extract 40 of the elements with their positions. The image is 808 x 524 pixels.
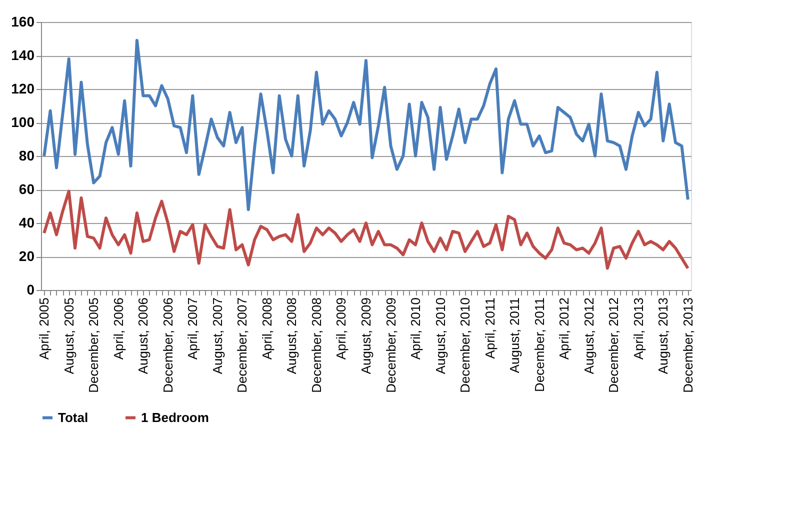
y-tick-label: 60 [18,181,35,197]
y-tick-label: 80 [18,148,35,164]
x-tick-label: December, 2012 [606,298,622,393]
x-tick-label: August, 2010 [432,298,448,374]
x-tick-label: August, 2012 [581,298,596,374]
line-series [42,38,690,212]
x-tick-label: April, 2007 [185,298,200,360]
x-tick-label: December, 2013 [680,298,696,393]
x-tick-label: August, 2007 [210,298,225,374]
x-tick-label: August, 2006 [136,298,151,374]
x-tick-label: December, 2011 [532,298,547,392]
x-tick-label: December, 2008 [308,298,324,393]
y-tick-label: 100 [11,114,35,130]
x-tick-label: April, 2009 [334,298,349,360]
x-tick-label: August, 2011 [507,298,522,374]
legend-label: 1 Bedroom [141,410,209,425]
x-tick-label: August, 2005 [61,298,76,374]
x-tick-label: April, 2010 [408,298,424,360]
y-tick-label: 140 [11,47,35,63]
x-tick-label: December, 2009 [383,298,398,393]
x-tick-label: April, 2012 [556,298,572,360]
y-tick-label: 160 [11,14,35,30]
x-tick-label: December, 2010 [458,298,473,393]
y-tick-label: 0 [26,282,35,298]
x-tick-label: April, 2011 [482,298,498,359]
x-tick-label: August, 2013 [656,298,671,374]
y-tick-label: 40 [18,214,35,230]
x-tick-label: April, 2013 [630,298,646,360]
x-tick-label: December, 2005 [86,298,102,393]
x-tick-label: August, 2009 [358,298,374,374]
y-tick-label: 120 [11,80,35,96]
line-series [42,190,690,270]
x-tick-label: December, 2006 [160,298,176,393]
x-tick-label: April, 2005 [36,298,52,360]
y-tick-label: 20 [18,248,35,264]
x-tick-label: August, 2008 [284,298,300,374]
x-tick-label: April, 2008 [259,298,274,360]
legend-label: Total [58,410,88,425]
x-tick-label: April, 2006 [110,298,126,360]
x-tick-label: December, 2007 [234,298,250,393]
